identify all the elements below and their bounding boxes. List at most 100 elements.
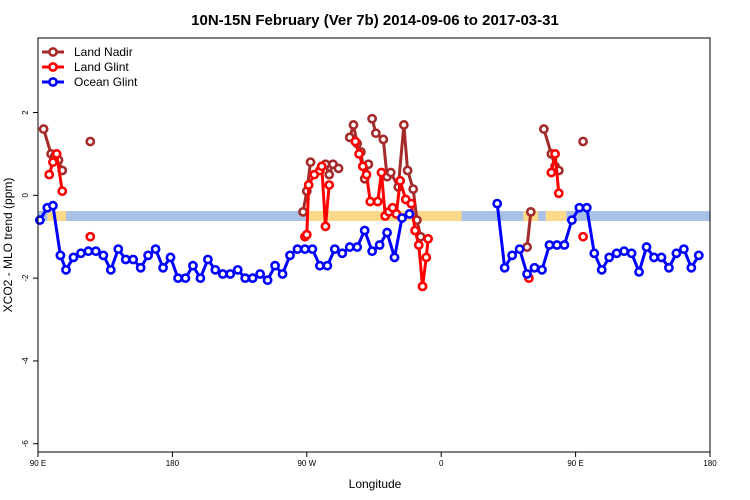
legend-item: Land Glint (42, 60, 129, 74)
data-point (44, 169, 55, 180)
legend-label: Ocean Glint (74, 75, 138, 89)
data-point (348, 120, 359, 130)
data-point (307, 244, 318, 255)
data-point (262, 275, 273, 286)
data-point (367, 113, 378, 124)
data-point (344, 242, 355, 252)
data-point (314, 260, 325, 271)
data-point (61, 264, 71, 275)
legend-swatch-marker (48, 47, 58, 57)
data-point (277, 269, 288, 279)
data-point (417, 281, 428, 292)
series-layer (34, 113, 704, 292)
data-point (410, 225, 420, 236)
data-point (90, 246, 101, 257)
data-point (361, 169, 372, 180)
x-tick-label: 90 E (567, 459, 583, 468)
data-point (522, 242, 532, 252)
data-point (120, 254, 131, 265)
y-tick-label: 2 (21, 110, 30, 115)
data-point (320, 221, 331, 232)
data-point (550, 149, 560, 159)
data-point (514, 244, 525, 255)
data-point (285, 250, 295, 261)
data-point (150, 244, 161, 255)
y-axis-label: XCO2 - MLO trend (ppm) (1, 178, 15, 313)
legend-label: Land Glint (74, 60, 129, 74)
data-point (578, 136, 588, 147)
y-tick-label: -6 (21, 440, 30, 448)
data-point (522, 269, 532, 279)
series-line (525, 211, 533, 248)
data-point (574, 202, 585, 213)
data-point (596, 264, 607, 275)
data-point (499, 262, 510, 273)
data-point (337, 248, 348, 259)
data-point (402, 165, 413, 176)
data-point (395, 175, 406, 186)
data-point (240, 273, 251, 284)
x-tick-label: 90 W (297, 459, 316, 468)
data-point (324, 169, 335, 180)
data-point (589, 248, 600, 259)
data-point (270, 260, 280, 271)
data-point (406, 198, 417, 209)
data-point (38, 124, 49, 134)
data-point (57, 186, 68, 197)
data-point (55, 250, 66, 261)
data-point (158, 262, 168, 273)
data-point (372, 196, 383, 207)
data-point (34, 215, 45, 226)
y-axis: 2 0 -2 -4 -6 (21, 110, 38, 448)
data-point (225, 269, 236, 279)
data-point (51, 149, 62, 159)
chart-title: 10N-15N February (Ver 7b) 2014-09-06 to … (191, 12, 559, 29)
legend-item: Ocean Glint (42, 75, 138, 89)
data-point (68, 252, 79, 263)
data-point (671, 248, 682, 259)
data-point (195, 273, 206, 284)
data-point (376, 167, 387, 178)
data-point (553, 188, 564, 199)
data-point (105, 264, 116, 275)
data-point (649, 252, 659, 263)
data-point (538, 124, 549, 134)
data-point (322, 260, 333, 271)
x-tick-label: 180 (166, 459, 180, 468)
data-point (316, 161, 327, 172)
plot-frame (37, 37, 711, 453)
x-axis: 90 E 180 90 W 0 90 E 180 (30, 452, 717, 468)
data-point (173, 273, 183, 284)
series-land-glint (44, 136, 588, 292)
data-point (367, 246, 378, 257)
data-point (374, 240, 385, 250)
data-point (619, 246, 630, 257)
data-point (404, 209, 415, 219)
data-point (552, 240, 562, 250)
data-point (180, 273, 191, 284)
data-point (83, 246, 94, 257)
data-point (529, 262, 540, 273)
data-point (165, 252, 176, 263)
data-point (210, 264, 221, 275)
data-point (686, 262, 697, 273)
land-band-segment (545, 211, 567, 221)
data-point (300, 244, 310, 255)
legend-label: Land Nadir (74, 45, 133, 59)
data-point (128, 254, 139, 265)
data-point (303, 180, 314, 190)
data-point (202, 254, 213, 265)
data-point (357, 161, 368, 172)
data-point (389, 252, 400, 263)
data-point (546, 167, 557, 178)
land-band-segment (308, 211, 393, 221)
x-tick-label: 0 (439, 459, 444, 468)
data-point (301, 229, 312, 240)
data-point (578, 231, 588, 242)
data-point (611, 248, 622, 259)
data-point (188, 260, 198, 271)
y-tick-label: -4 (21, 357, 30, 365)
land-band-segment (47, 211, 66, 221)
